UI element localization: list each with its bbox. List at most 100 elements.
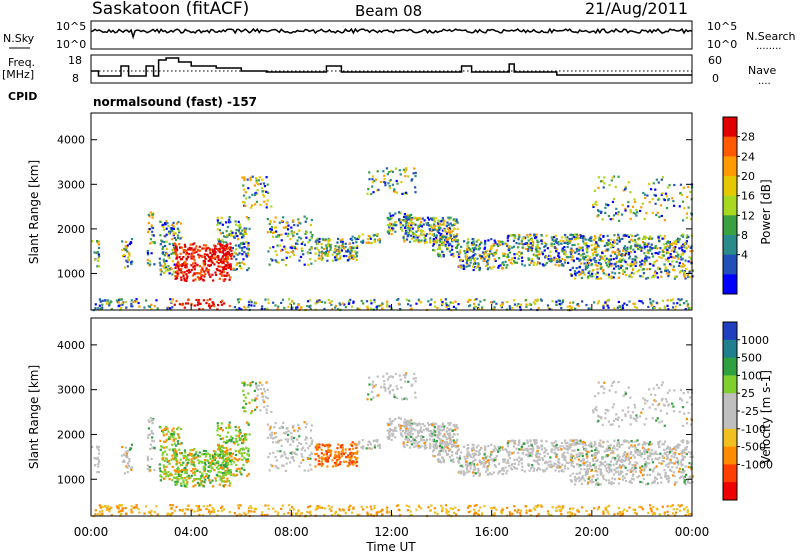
power-echo	[226, 234, 229, 237]
power-echo	[237, 220, 240, 223]
velocity-echo	[424, 440, 427, 443]
velocity-echo	[175, 451, 178, 454]
power-echo	[643, 235, 646, 238]
power-echo	[386, 300, 389, 303]
velocity-echo	[352, 452, 355, 455]
power-echo	[469, 258, 472, 261]
power-echo	[472, 243, 475, 246]
power-echo	[559, 260, 562, 263]
velocity-echo	[243, 406, 246, 409]
power-echo	[472, 238, 475, 241]
velocity-echo	[432, 448, 436, 451]
power-echo	[436, 247, 440, 251]
velocity-echo	[151, 436, 154, 439]
power-echo	[655, 272, 659, 275]
power-echo	[498, 241, 501, 244]
velocity-echo	[512, 451, 516, 454]
power-echo	[526, 244, 529, 247]
power-echo	[175, 245, 178, 248]
velocity-echo	[390, 438, 393, 441]
power-echo	[197, 301, 200, 304]
power-echo	[455, 220, 458, 223]
velocity-echo	[404, 373, 408, 377]
velocity-echo	[456, 449, 459, 452]
power-echo	[536, 244, 539, 247]
power-echo	[218, 277, 221, 280]
power-echo	[130, 237, 134, 241]
velocity-echo	[503, 460, 506, 463]
velocity-echo	[216, 422, 219, 425]
power-echo	[557, 254, 560, 257]
velocity-echo	[225, 480, 229, 483]
power-echo	[634, 258, 637, 261]
velocity-echo	[393, 396, 396, 399]
velocity-echo	[442, 428, 445, 432]
velocity-echo	[362, 445, 365, 448]
power-echo	[545, 261, 548, 265]
power-echo	[531, 240, 535, 243]
power-echo	[171, 298, 174, 301]
power-echo	[242, 188, 246, 191]
power-echo	[355, 241, 358, 244]
velocity-echo	[471, 462, 475, 465]
power-echo	[216, 308, 219, 311]
power-echo	[487, 239, 490, 242]
velocity-echo	[230, 438, 233, 442]
power-echo	[117, 298, 121, 301]
power-echo	[410, 179, 413, 182]
power-echo	[376, 233, 379, 236]
velocity-echo	[226, 467, 229, 470]
velocity-echo	[182, 479, 185, 482]
velocity-echo	[217, 460, 220, 464]
velocity-echo	[194, 484, 197, 487]
velocity-echo	[410, 424, 413, 427]
velocity-echo	[432, 443, 435, 446]
velocity-echo	[203, 481, 206, 484]
power-echo	[387, 182, 390, 185]
power-echo	[175, 299, 178, 303]
power-echo	[290, 230, 293, 233]
power-echo	[617, 300, 620, 304]
power-echo	[474, 305, 477, 308]
power-echo	[472, 248, 476, 251]
power-echo	[453, 219, 456, 223]
power-echo	[685, 240, 689, 243]
power-echo	[218, 229, 222, 232]
velocity-echo	[346, 454, 350, 457]
power-echo	[626, 246, 629, 249]
power-echo	[91, 240, 94, 243]
power-echo	[386, 173, 389, 176]
power-echo	[560, 264, 563, 267]
power-echo	[649, 262, 652, 266]
power-echo	[456, 227, 459, 230]
power-echo	[596, 302, 600, 305]
power-echo	[458, 252, 461, 255]
power-echo	[684, 273, 687, 276]
velocity-echo	[520, 457, 523, 460]
velocity-echo	[410, 419, 413, 422]
power-echo	[174, 249, 177, 252]
power-echo	[480, 255, 483, 258]
power-echo	[593, 238, 596, 242]
power-echo	[272, 246, 275, 249]
power-echo	[607, 273, 611, 276]
power-echo	[661, 299, 664, 302]
velocity-echo	[278, 427, 281, 430]
power-echo	[373, 301, 376, 304]
power-echo	[225, 230, 228, 233]
power-echo	[398, 218, 401, 221]
power-echo	[389, 178, 392, 182]
power-echo	[445, 224, 449, 227]
power-echo	[165, 227, 168, 230]
velocity-echo	[551, 444, 554, 447]
velocity-echo	[273, 432, 276, 435]
velocity-echo	[438, 444, 442, 447]
power-echo	[526, 236, 529, 239]
velocity-echo	[318, 446, 321, 449]
power-echo	[661, 237, 664, 240]
velocity-echo	[240, 467, 244, 470]
power-echo	[314, 302, 317, 305]
power-echo	[234, 252, 238, 255]
power-echo	[550, 257, 553, 260]
power-echo	[333, 251, 336, 254]
